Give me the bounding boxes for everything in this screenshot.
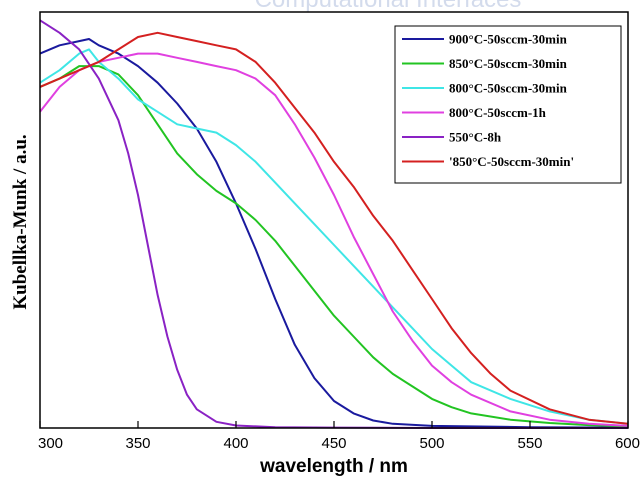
series-line-4 — [39, 19, 628, 429]
series-line-3 — [39, 52, 629, 427]
legend-label-4: 550°C-8h — [449, 130, 502, 145]
x-tick-label-2: 400 — [223, 435, 248, 452]
legend-label-3: 800°C-50sccm-1h — [449, 105, 547, 120]
y-axis-title: Kubellka-Munk / a.u. — [10, 134, 31, 309]
legend-label-2: 800°C-50sccm-30min — [449, 81, 568, 96]
series-line-1 — [39, 65, 629, 428]
x-tick-label-4: 500 — [419, 435, 444, 452]
watermark-text: Computational Interfaces — [255, 0, 522, 13]
x-tick-label-6: 600 — [615, 435, 640, 452]
x-tick-label-3: 450 — [321, 435, 346, 452]
series-layer — [39, 19, 629, 429]
x-axis: 300 350 400 450 500 550 600 — [38, 421, 640, 452]
series-line-5 — [39, 31, 629, 425]
legend-label-5: '850°C-50sccm-30min' — [449, 154, 574, 169]
legend-box — [394, 25, 622, 184]
legend-label-1: 850°C-50sccm-30min — [449, 56, 568, 71]
x-axis-title: wavelength / nm — [259, 456, 408, 477]
series-line-2 — [39, 48, 629, 425]
legend-label-0: 900°C-50sccm-30min — [449, 32, 568, 47]
x-tick-label-1: 350 — [125, 435, 150, 452]
x-tick-label-5: 550 — [517, 435, 542, 452]
x-tick-label-0: 300 — [38, 435, 63, 452]
legend: 900°C-50sccm-30min 850°C-50sccm-30min 800°… — [394, 25, 622, 184]
